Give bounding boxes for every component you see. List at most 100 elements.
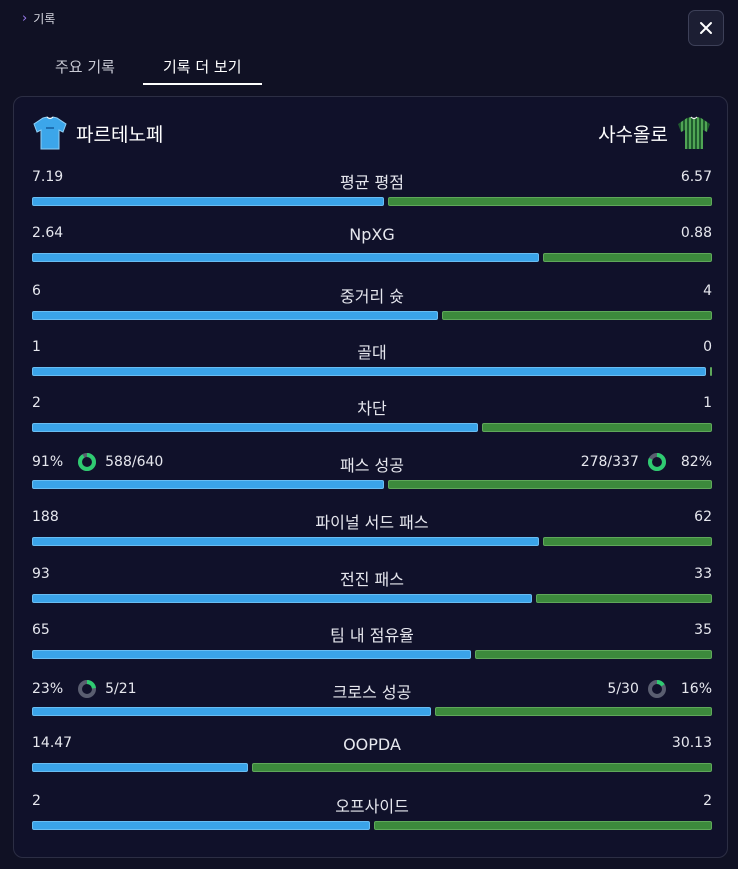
home-bar [32,594,532,603]
home-jersey-icon [33,116,67,150]
stat-label: 평균 평점 [340,173,404,192]
home-bar [32,197,384,206]
away-value: 0 [703,339,712,355]
away-bar [252,763,712,772]
comparison-bar [32,537,712,546]
chevron-right-icon: › [22,11,28,26]
home-bar [32,821,370,830]
home-value: 6 [32,283,41,299]
away-stat: 33 [694,566,712,582]
close-button[interactable] [688,10,724,46]
stat-label: 차단 [357,399,387,418]
away-bar [388,197,712,206]
stat-label: 패스 성공 [340,456,404,475]
home-stat: 65 [32,622,50,638]
home-rate-ring-icon [78,680,97,698]
away-bar [475,650,712,659]
stat-row: 65 팀 내 점유율 35 [32,622,712,662]
comparison-bar [32,480,712,489]
away-bar [482,423,712,432]
breadcrumb[interactable]: › 기록 [22,10,55,27]
away-stat: 5/30 16% [607,679,712,699]
away-bar [442,311,712,320]
away-stat: 278/337 82% [581,452,712,472]
home-bar [32,650,471,659]
away-bar [543,537,712,546]
away-bar [543,253,712,262]
comparison-bar [32,650,712,659]
comparison-bar [32,821,712,830]
home-stat: 7.19 [32,169,63,185]
stat-label: 전진 패스 [340,570,404,589]
away-stat: 6.57 [681,169,712,185]
away-value: 0.88 [680,225,712,241]
home-count: 5/21 [105,681,137,697]
away-stat: 35 [694,622,712,638]
home-rate-ring-icon [78,453,97,471]
comparison-bar [32,367,712,376]
stat-label: OOPDA [343,735,401,754]
stat-label: 오프사이드 [335,797,409,816]
stat-row: 6 중거리 슛 4 [32,283,712,323]
away-rate-ring-icon [647,453,666,471]
away-team-name: 사수올로 [598,123,668,146]
home-stat: 2 [32,793,41,809]
home-value: 91% [32,454,64,470]
home-bar [32,253,539,262]
home-value: 2.64 [32,225,64,241]
comparison-bar [32,594,712,603]
tab-main-stats[interactable]: 주요 기록 [55,58,115,76]
stat-label: 골대 [357,343,387,362]
home-bar [32,537,539,546]
away-bar [536,594,712,603]
stat-row: 2 차단 1 [32,395,712,435]
away-team: 사수올로 [598,115,712,151]
stat-label: 크로스 성공 [332,683,412,702]
home-stat: 2.64 [32,225,63,241]
comparison-bar [32,423,712,432]
home-stat: 23% 5/21 [32,679,137,699]
home-stat: 1 [32,339,41,355]
home-bar [32,480,384,489]
away-bar [374,821,712,830]
away-count: 5/30 [607,681,639,697]
away-value: 33 [694,566,712,582]
comparison-bar [32,253,712,262]
home-value: 188 [32,509,59,525]
stats-panel: 파르테노페 사수올로 7.19 평균 평점 6.57 2.64 NpXG 0.88 6 중거리… [13,96,728,858]
away-value: 30.13 [671,735,712,751]
home-stat: 14.47 [32,735,72,751]
stat-row: 2.64 NpXG 0.88 [32,225,712,265]
home-stat: 2 [32,395,41,411]
home-value: 14.47 [32,735,73,751]
close-icon [700,22,712,34]
away-bar [435,707,712,716]
home-value: 93 [32,566,50,582]
away-value: 4 [703,283,712,299]
away-value: 16% [680,681,712,697]
away-bar [710,367,712,376]
tab-more-stats[interactable]: 기록 더 보기 [142,56,262,85]
away-stat: 30.13 [672,735,712,751]
home-team: 파르테노페 [32,115,163,151]
away-value: 1 [703,395,712,411]
away-jersey-icon [678,116,710,149]
home-value: 65 [32,622,50,638]
away-count: 278/337 [580,454,639,470]
away-stat: 62 [694,509,712,525]
team-header: 파르테노페 사수올로 [32,115,712,151]
home-bar [32,763,248,772]
stat-row: 1 골대 0 [32,339,712,379]
home-bar [32,423,478,432]
stat-row: 93 전진 패스 33 [32,566,712,606]
stat-row: 14.47 OOPDA 30.13 [32,735,712,775]
home-value: 1 [32,339,41,355]
stat-row: 188 파이널 서드 패스 62 [32,509,712,549]
home-team-name: 파르테노페 [76,123,164,146]
away-value: 82% [680,454,712,470]
comparison-bar [32,707,712,716]
away-stat: 1 [703,395,712,411]
stat-row: 7.19 평균 평점 6.57 [32,169,712,209]
away-value: 6.57 [680,169,712,185]
stat-label: 팀 내 점유율 [330,626,414,645]
